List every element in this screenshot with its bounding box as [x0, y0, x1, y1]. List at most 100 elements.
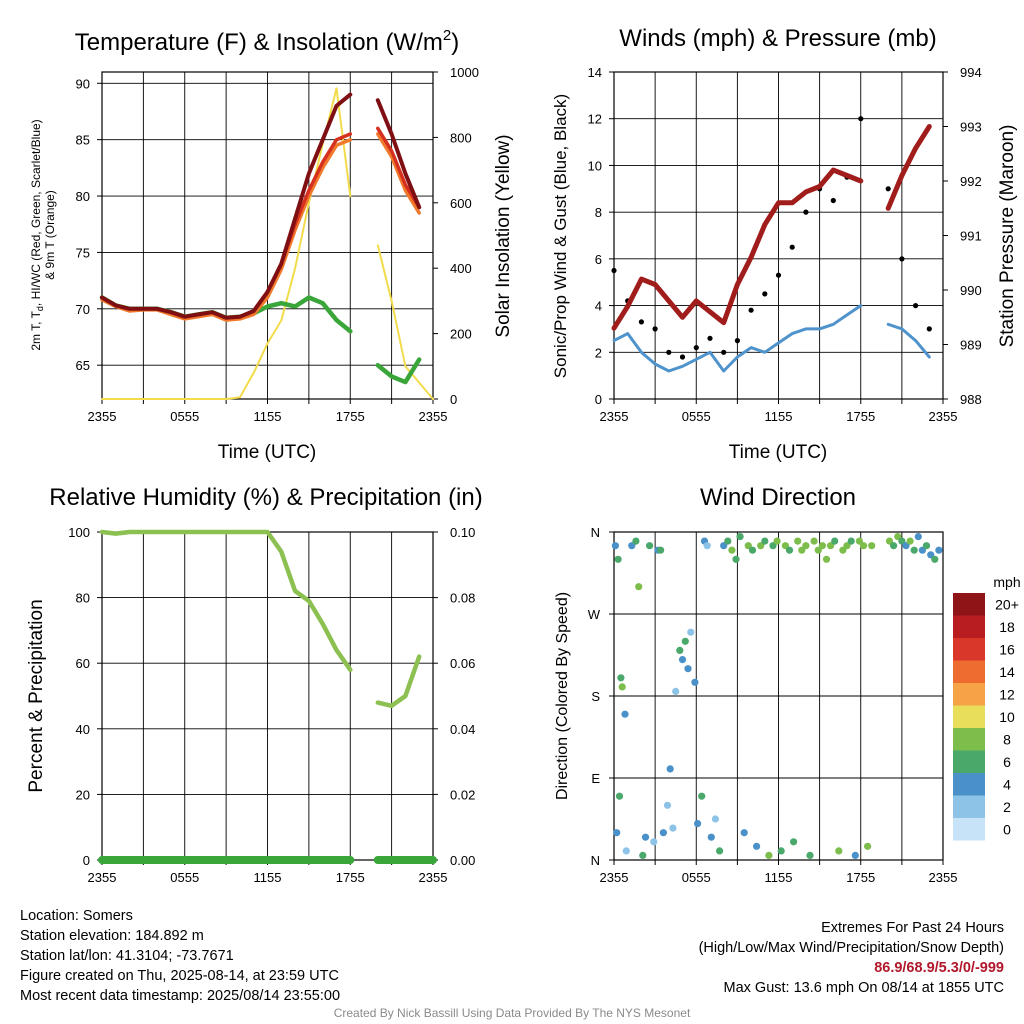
gust-point	[803, 209, 809, 215]
rh-line	[99, 529, 422, 709]
rh-y-tick-label: 80	[76, 591, 90, 606]
temp-y-tick-label: 70	[76, 302, 90, 317]
direction-point	[914, 533, 922, 541]
direction-point	[802, 542, 810, 550]
direction-point	[707, 833, 715, 841]
direction-point	[613, 829, 621, 837]
rh-y2-tick-label: 0.08	[450, 591, 475, 606]
direction-point	[617, 674, 625, 682]
insolation-line	[101, 87, 434, 400]
legend-label: 20+	[995, 596, 1019, 612]
wind-y2label: Station Pressure (Maroon)	[997, 125, 1018, 348]
max-gust-text: Max Gust: 13.6 mph On 08/14 at 1855 UTC	[723, 980, 1004, 996]
direction-point	[618, 683, 626, 691]
temp-y2-tick-label: 200	[450, 327, 472, 342]
wind-y2-tick-label: 988	[960, 392, 982, 407]
rh-y-tick-label: 100	[68, 525, 90, 540]
legend-label: 18	[999, 619, 1015, 635]
gust-point	[679, 354, 686, 360]
legend-label: 16	[999, 641, 1015, 657]
direction-point	[855, 537, 864, 545]
direction-point	[698, 792, 706, 800]
direction-point	[890, 542, 898, 550]
legend-swatch	[953, 818, 985, 841]
gust-point	[748, 307, 754, 313]
rh-title: Relative Humidity (%) & Precipitation (i…	[49, 484, 482, 511]
temp-y2-tick-label: 1000	[450, 65, 479, 80]
direction-point	[639, 851, 647, 860]
wind-y-tick-label: 12	[588, 112, 602, 127]
direction-point	[868, 542, 876, 550]
direction-point	[847, 537, 855, 545]
direction-point	[922, 542, 931, 550]
direction-point	[657, 546, 665, 554]
direction-point	[684, 665, 692, 673]
legend-swatch	[953, 728, 985, 751]
temp-x-tick-label: 1155	[254, 409, 282, 424]
speed-legend: mph 0 2 4 6 8 10 12 14 16 18 20+	[953, 574, 1021, 841]
wind-ylabel: Sonic/Prop Wind & Gust (Blue, Black)	[551, 94, 570, 378]
direction-point	[635, 583, 643, 591]
direction-point	[694, 820, 702, 828]
temp-2m-line	[100, 92, 422, 320]
wind-y2-tick-label: 993	[960, 120, 982, 135]
gust-point	[858, 116, 864, 122]
temp-y-tick-label: 90	[76, 76, 90, 91]
wind-y-tick-label: 0	[595, 392, 602, 407]
gust-point	[666, 349, 672, 355]
direction-point	[632, 537, 640, 545]
rh-y-tick-label: 60	[76, 656, 90, 671]
direction-point	[736, 533, 744, 541]
direction-point	[615, 792, 624, 800]
direction-point	[641, 833, 650, 841]
dir-x-tick-label: 2355	[929, 870, 958, 885]
direction-point	[628, 542, 636, 550]
gust-point	[721, 349, 727, 355]
direction-point	[806, 851, 814, 860]
rh-x-tick-label: 0555	[170, 870, 199, 885]
direction-point	[691, 678, 699, 686]
gust-point	[652, 326, 658, 332]
temp-y-tick-label: 85	[76, 133, 90, 148]
station-info: Location: Somers Station elevation: 184.…	[20, 906, 340, 1006]
direction-point	[835, 847, 843, 855]
pressure-line	[611, 124, 932, 331]
rh-x-tick-label: 2355	[419, 870, 448, 885]
wind-y-tick-label: 2	[595, 345, 602, 360]
direction-point	[843, 542, 851, 550]
direction-point	[822, 555, 831, 563]
direction-point	[687, 628, 695, 636]
rh-y2-tick-label: 0.10	[450, 525, 475, 540]
dir-y-tick-label: N	[591, 525, 600, 540]
legend-title: mph	[993, 574, 1020, 590]
direction-point	[777, 847, 785, 855]
rh-y2-tick-label: 0.00	[450, 853, 475, 868]
temp-x-tick-label: 2355	[88, 409, 117, 424]
direction-point	[818, 542, 827, 550]
wind-y-tick-label: 8	[595, 205, 602, 220]
dir-y-tick-label: W	[588, 607, 601, 622]
dir-y-tick-label: S	[591, 689, 600, 704]
wind-xlabel: Time (UTC)	[729, 442, 828, 463]
direction-point	[614, 555, 622, 563]
wind-y-tick-label: 14	[588, 65, 602, 80]
temp-ylabel: 2m T, Td, HI/WC (Red, Green, Scarlet/Blu…	[29, 119, 45, 350]
direction-point	[720, 542, 728, 550]
direction-point	[703, 542, 711, 550]
dir-ylabel: Direction (Colored By Speed)	[554, 592, 571, 800]
legend-swatch	[953, 683, 985, 706]
wind-x-tick-label: 2355	[929, 409, 958, 424]
rh-x-tick-label: 1155	[254, 870, 282, 885]
extremes-title: Extremes For Past 24 Hours	[821, 920, 1004, 936]
created-text: Figure created on Thu, 2025-08-14, at 23…	[20, 968, 339, 984]
gust-point	[885, 186, 891, 192]
wind-y2-tick-label: 989	[960, 338, 982, 353]
direction-point	[910, 546, 918, 554]
direction-point	[864, 842, 872, 850]
gust-point	[707, 335, 713, 341]
legend-label: 14	[999, 664, 1015, 680]
wind-y2-tick-label: 992	[960, 174, 982, 189]
wind-title: Winds (mph) & Pressure (mb)	[619, 25, 936, 52]
dir-y-tick-label: E	[591, 771, 600, 786]
